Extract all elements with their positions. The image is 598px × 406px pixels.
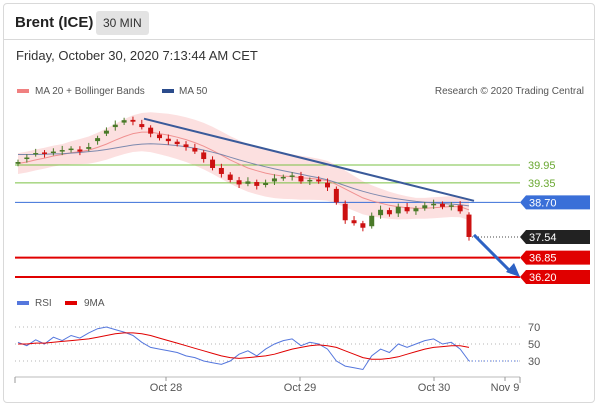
candle-body <box>139 124 145 128</box>
candle-body <box>112 124 118 128</box>
rsi-ma-legend-label: 9MA <box>84 298 105 309</box>
candle-body <box>227 174 233 180</box>
candle-body <box>307 179 313 182</box>
level-label-39-35: 39.35 <box>528 178 556 190</box>
ma20-line <box>17 131 470 211</box>
rsi-tick-label-50: 50 <box>528 339 540 351</box>
candle-body <box>298 176 304 182</box>
level-label-39-95: 39.95 <box>528 160 556 172</box>
candle-body <box>183 144 189 148</box>
x-tick-label: Oct 29 <box>284 382 316 394</box>
level-label-36-20: 36.20 <box>529 272 557 284</box>
candle-body <box>165 138 171 142</box>
candle-body <box>42 152 48 154</box>
candle-body <box>33 153 39 155</box>
timeframe-badge[interactable]: 30 MIN <box>96 11 149 35</box>
rsi-tick-label-70: 70 <box>528 322 540 334</box>
price-plot: 39.95 39.35 38.70 37.54 36.85 36.20 <box>15 112 590 284</box>
candle-body <box>457 205 463 212</box>
level-tag-38-70 <box>520 195 590 210</box>
candle-body <box>360 223 366 228</box>
bollinger-legend-label: MA 20 + Bollinger Bands <box>35 86 145 97</box>
bollinger-legend-swatch <box>17 89 29 93</box>
x-tick-label: Oct 30 <box>418 382 450 394</box>
x-axis: Oct 28 Oct 29 Oct 30 Nov 9 <box>14 376 521 394</box>
candle-body <box>130 119 136 122</box>
ma50-legend-label: MA 50 <box>179 86 208 97</box>
candle-body <box>210 159 216 168</box>
candle-body <box>351 220 357 224</box>
candle-body <box>342 203 348 221</box>
rsi-plot: 70 50 30 <box>15 322 540 371</box>
candle-body <box>148 127 154 134</box>
candle-body <box>404 207 410 212</box>
candle-body <box>103 130 109 134</box>
candle-body <box>333 188 339 203</box>
x-tick-label: Nov 9 <box>491 382 520 394</box>
candle-body <box>271 178 277 182</box>
chart-header: Brent (ICE) 30 MIN <box>4 4 594 40</box>
level-tag-36-85 <box>520 250 590 265</box>
rsi-line <box>17 326 470 371</box>
candle-body <box>263 182 269 186</box>
candle-body <box>50 151 56 154</box>
timestamp: Friday, October 30, 2020 7:13:44 AM CET <box>16 48 258 63</box>
candle-body <box>448 205 454 207</box>
level-label-36-85: 36.85 <box>529 253 557 265</box>
projection-arrow-shaft <box>472 233 514 275</box>
source-credit: Research © 2020 Trading Central <box>435 86 584 97</box>
candle-body <box>77 149 83 152</box>
ma50-line <box>18 143 470 207</box>
level-label-37-54: 37.54 <box>529 232 557 244</box>
candle-body <box>95 138 101 142</box>
rsi-ma-legend-swatch <box>65 301 77 305</box>
candle-body <box>174 141 180 145</box>
candle-body <box>431 203 437 206</box>
candle-body <box>59 150 65 152</box>
candle-body <box>15 162 21 164</box>
candle-body <box>395 206 401 214</box>
candle-body <box>121 120 127 123</box>
candle-body <box>236 180 242 185</box>
candle-body <box>386 210 392 215</box>
candle-body <box>218 167 224 174</box>
projection-arrow-head <box>506 263 520 277</box>
candle-body <box>192 147 198 152</box>
candle-body <box>156 134 162 139</box>
level-tag-36-20 <box>520 270 590 284</box>
candle-body <box>316 179 322 182</box>
rsi-tick-label-30: 30 <box>528 356 540 368</box>
candle-body <box>369 215 375 227</box>
rsi-legend: RSI 9MA <box>17 298 105 309</box>
level-tag-37-54 <box>520 229 590 244</box>
candle-body <box>201 152 207 160</box>
candle-body <box>254 182 260 186</box>
chart-card: Brent (ICE) 30 MIN Friday, October 30, 2… <box>3 3 595 403</box>
rsi-legend-swatch <box>17 301 29 305</box>
candle-body <box>325 182 331 188</box>
candle-body <box>24 157 30 160</box>
candle-body <box>422 205 428 209</box>
ma50-legend-swatch <box>162 89 174 93</box>
instrument-title: Brent (ICE) <box>15 14 94 31</box>
rsi-ma-line <box>18 332 470 360</box>
candle-body <box>289 175 295 177</box>
price-legend: MA 20 + Bollinger Bands MA 50 Research ©… <box>17 86 584 97</box>
candle-body <box>68 148 74 151</box>
candle-body <box>466 214 472 237</box>
chart-svg: MA 20 + Bollinger Bands MA 50 Research ©… <box>14 86 590 394</box>
candle-body <box>439 203 445 207</box>
candle-body <box>413 208 419 212</box>
x-tick-label: Oct 28 <box>150 382 182 394</box>
trend-line <box>143 117 475 202</box>
candle-body <box>378 209 384 216</box>
candle-body <box>280 176 286 179</box>
rsi-legend-label: RSI <box>35 298 52 309</box>
candle-body <box>86 147 92 149</box>
level-label-38-70: 38.70 <box>529 197 557 209</box>
candle-body <box>245 181 251 184</box>
